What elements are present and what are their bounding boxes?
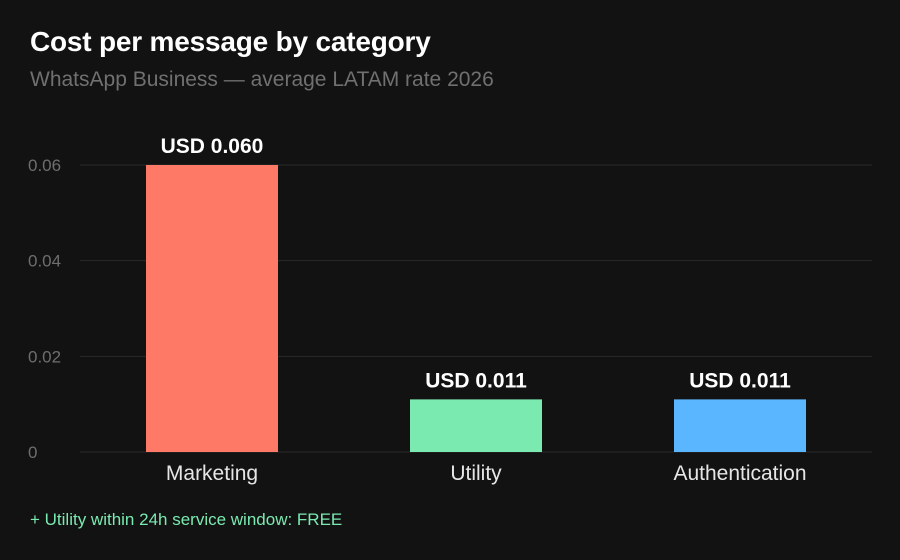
category-label: Marketing	[166, 462, 258, 485]
data-label: USD 0.060	[161, 135, 264, 158]
bar-authentication	[674, 399, 806, 452]
bar-utility	[410, 399, 542, 452]
category-label: Utility	[450, 462, 502, 485]
chart-subtitle: WhatsApp Business — average LATAM rate 2…	[30, 68, 494, 91]
y-tick-label: 0.06	[28, 156, 61, 175]
y-tick-label: 0.02	[28, 347, 61, 366]
y-tick-label: 0	[28, 443, 37, 462]
footnote: + Utility within 24h service window: FRE…	[30, 510, 343, 529]
y-tick-label: 0.04	[28, 252, 61, 271]
data-label: USD 0.011	[689, 369, 791, 392]
data-label: USD 0.011	[425, 369, 527, 392]
category-label: Authentication	[673, 462, 806, 485]
bar-marketing	[146, 165, 278, 452]
chart-title: Cost per message by category	[30, 26, 431, 57]
bar-chart: 0 0.02 0.04 0.06 USD 0.060 Marketing USD 0.011…	[28, 135, 872, 485]
